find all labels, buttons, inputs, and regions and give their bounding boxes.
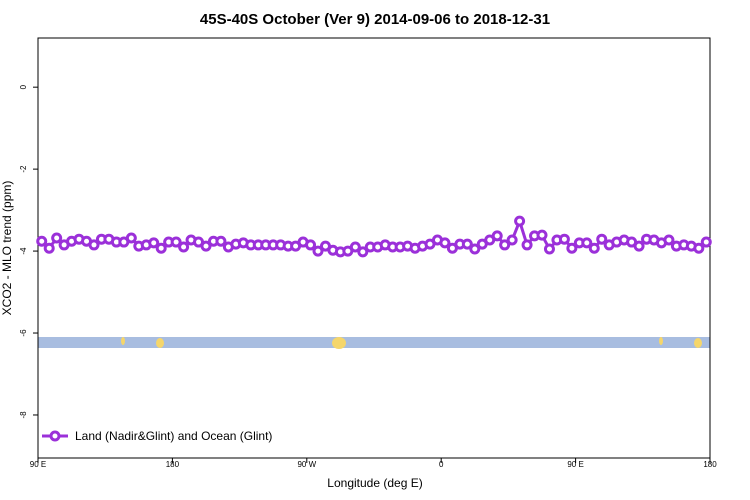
- point: [491, 230, 503, 242]
- point: [514, 215, 526, 227]
- legend-marker: [49, 430, 61, 442]
- point: [88, 239, 100, 251]
- point: [506, 234, 518, 246]
- point: [543, 243, 555, 255]
- point: [566, 242, 578, 254]
- point: [469, 243, 481, 255]
- point: [499, 239, 511, 251]
- point: [558, 233, 570, 245]
- point: [663, 234, 675, 246]
- point: [43, 242, 55, 254]
- y-tick-label: -8: [19, 411, 28, 419]
- point: [125, 232, 137, 244]
- point: [700, 236, 712, 248]
- point: [521, 239, 533, 251]
- point: [215, 235, 227, 247]
- point: [596, 233, 608, 245]
- point: [200, 240, 212, 252]
- point: [357, 246, 369, 258]
- point: [155, 242, 167, 254]
- land-patch: [156, 338, 164, 348]
- chart-title: 45S-40S October (Ver 9) 2014-09-06 to 20…: [200, 11, 550, 28]
- point: [461, 238, 473, 250]
- y-tick-label: -6: [19, 329, 28, 337]
- point: [178, 241, 190, 253]
- legend: Land (Nadir&Glint) and Ocean (Glint): [42, 429, 272, 443]
- point: [536, 229, 548, 241]
- point: [633, 240, 645, 252]
- x-tick-label: 0: [439, 460, 444, 469]
- x-tick-label: 180: [166, 460, 180, 469]
- point: [51, 232, 63, 244]
- point: [693, 242, 705, 254]
- y-tick-label: 0: [19, 84, 28, 89]
- point: [36, 235, 48, 247]
- land-patch: [694, 338, 702, 348]
- x-tick-label: 90 W: [297, 460, 316, 469]
- surface-strip: [38, 337, 710, 349]
- point: [349, 241, 361, 253]
- y-tick-label: -4: [19, 247, 28, 255]
- legend-label: Land (Nadir&Glint) and Ocean (Glint): [75, 429, 272, 443]
- plot-frame: [37, 37, 711, 459]
- y-tick-label: -2: [19, 165, 28, 173]
- land-patch: [332, 337, 346, 349]
- ocean-strip: [38, 337, 710, 348]
- point: [148, 237, 160, 249]
- y-axis-label: XCO2 - MLO trend (ppm): [0, 181, 14, 316]
- x-axis-label: Longitude (deg E): [327, 476, 422, 490]
- point: [170, 236, 182, 248]
- point: [305, 239, 317, 251]
- x-tick-label: 90 E: [567, 460, 583, 469]
- point: [312, 245, 324, 257]
- land-patch: [659, 337, 663, 345]
- point: [581, 237, 593, 249]
- x-tick-label: 90 E: [30, 460, 46, 469]
- point: [588, 242, 600, 254]
- land-patch: [121, 337, 125, 345]
- point: [439, 237, 451, 249]
- x-tick-label: 180: [703, 460, 717, 469]
